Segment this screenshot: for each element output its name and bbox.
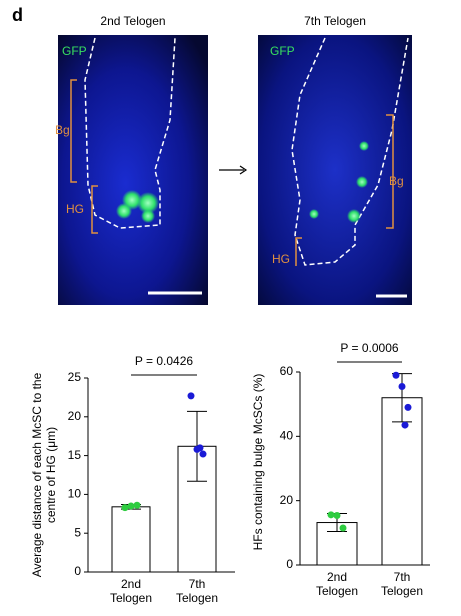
bracket: [70, 79, 98, 234]
cell: [141, 209, 155, 223]
cell: [137, 192, 159, 214]
cell: [356, 176, 368, 188]
image-label: GFP: [62, 44, 87, 58]
image-label: HG: [66, 202, 84, 216]
cell: [359, 141, 369, 151]
cell: [309, 209, 319, 219]
image-label: HG: [272, 252, 290, 266]
data-point: [392, 371, 400, 379]
data-point: [133, 501, 141, 509]
cell: [116, 203, 132, 219]
data-point: [327, 511, 335, 519]
data-point: [121, 504, 129, 512]
x-tick-label: 7th Telogen: [380, 570, 424, 598]
outline: [291, 37, 409, 266]
data-point: [333, 511, 341, 519]
y-tick-label: 10: [68, 487, 82, 501]
bar: [381, 397, 423, 566]
x-tick-label: 2nd Telogen: [109, 577, 153, 605]
y-axis-label: HFs containing bulge McSCs (%): [251, 373, 265, 550]
annotation: P = 0.0426: [135, 354, 193, 368]
panel-label: d: [12, 5, 23, 25]
data-point: [127, 502, 135, 510]
data-point: [339, 524, 347, 532]
image-title: 2nd Telogen: [100, 14, 165, 28]
data-point: [404, 403, 412, 411]
y-tick-label: 5: [74, 525, 81, 539]
micrograph: [58, 35, 208, 305]
data-point: [199, 450, 207, 458]
data-point: [187, 392, 195, 400]
y-tick-label: 60: [280, 364, 294, 378]
y-tick-label: 20: [280, 493, 294, 507]
bracket: [295, 114, 394, 266]
data-point: [196, 444, 204, 452]
x-tick-label: 7th Telogen: [175, 577, 219, 605]
arrow-head: [239, 165, 248, 175]
outline: [84, 37, 176, 229]
x-tick-label: 2nd Telogen: [315, 570, 359, 598]
y-tick-label: 0: [286, 557, 293, 571]
bar: [111, 506, 151, 573]
y-tick-label: 40: [280, 429, 294, 443]
y-tick-label: 15: [68, 448, 82, 462]
data-point: [401, 421, 409, 429]
micrograph: [258, 35, 412, 305]
image-label: GFP: [270, 44, 295, 58]
y-tick-label: 0: [74, 564, 81, 578]
y-tick-label: 25: [68, 370, 82, 384]
image-label: Bg: [55, 123, 70, 137]
annotation: P = 0.0006: [340, 341, 398, 355]
cell: [347, 209, 361, 223]
data-point: [398, 382, 406, 390]
y-axis-label: Average distance of each McSC to the cen…: [30, 372, 58, 578]
image-label: Bg: [389, 174, 404, 188]
image-title: 7th Telogen: [304, 14, 366, 28]
y-tick-label: 20: [68, 409, 82, 423]
